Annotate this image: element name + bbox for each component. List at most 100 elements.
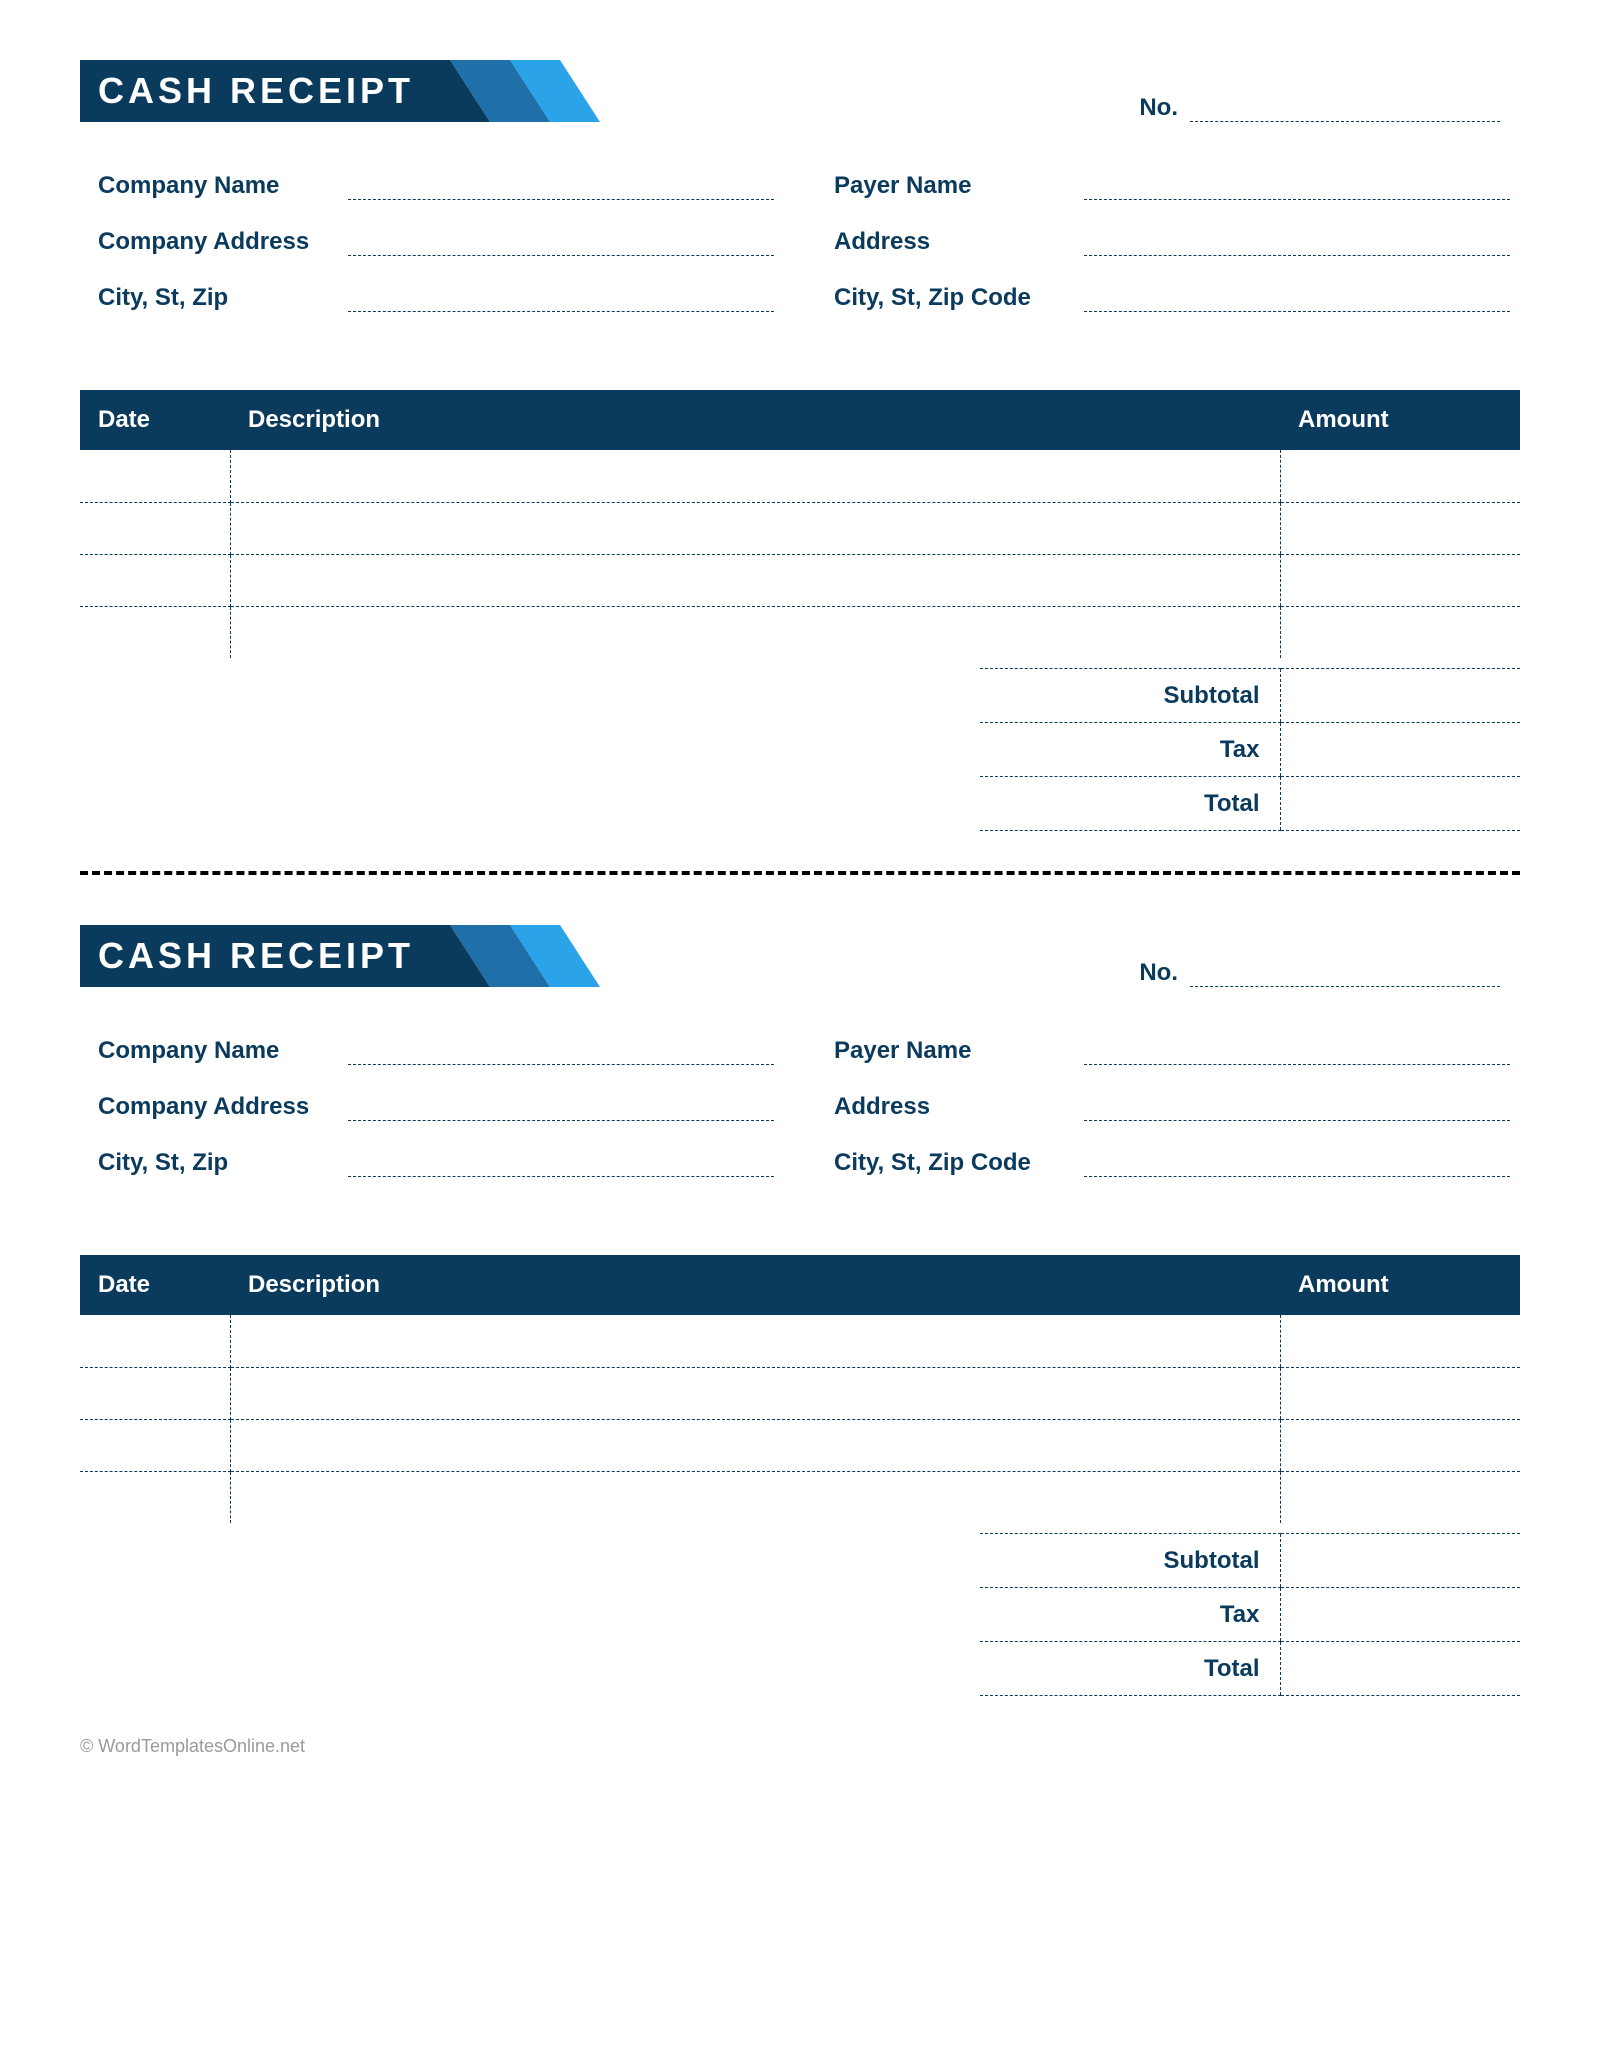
cell-description[interactable] bbox=[230, 1367, 1280, 1419]
number-label: No. bbox=[1139, 94, 1178, 122]
cell-amount[interactable] bbox=[1280, 554, 1520, 606]
subtotal-value[interactable] bbox=[1280, 1534, 1520, 1588]
cell-amount[interactable] bbox=[1280, 1471, 1520, 1523]
divider bbox=[80, 871, 1520, 875]
tax-label: Tax bbox=[980, 1588, 1280, 1642]
col-header-description: Description bbox=[230, 1255, 1280, 1315]
receipt-top: CASH RECEIPT No. Company Name Company Ad… bbox=[80, 60, 1520, 831]
tax-value[interactable] bbox=[1280, 723, 1520, 777]
payer-address-row: Address bbox=[834, 1093, 1510, 1121]
payer-city-row: City, St, Zip Code bbox=[834, 284, 1510, 312]
subtotal-label: Subtotal bbox=[980, 669, 1280, 723]
payer-city-field[interactable] bbox=[1084, 1155, 1510, 1177]
totals-table: Subtotal Tax Total bbox=[980, 668, 1520, 831]
company-address-label: Company Address bbox=[98, 1093, 328, 1121]
items-table: Date Description Amount bbox=[80, 390, 1520, 658]
total-label: Total bbox=[980, 777, 1280, 831]
receipt-number-block: No. bbox=[1139, 959, 1500, 987]
cell-date[interactable] bbox=[80, 1367, 230, 1419]
company-city-field[interactable] bbox=[348, 1155, 774, 1177]
company-column: Company Name Company Address City, St, Z… bbox=[98, 1037, 774, 1205]
company-name-field[interactable] bbox=[348, 1043, 774, 1065]
table-row bbox=[80, 1367, 1520, 1419]
company-name-field[interactable] bbox=[348, 178, 774, 200]
col-header-amount: Amount bbox=[1280, 1255, 1520, 1315]
cell-date[interactable] bbox=[80, 606, 230, 658]
company-address-row: Company Address bbox=[98, 1093, 774, 1121]
payer-name-label: Payer Name bbox=[834, 1037, 1064, 1065]
cell-date[interactable] bbox=[80, 554, 230, 606]
subtotal-row: Subtotal bbox=[980, 1534, 1520, 1588]
payer-city-label: City, St, Zip Code bbox=[834, 284, 1064, 312]
tax-value[interactable] bbox=[1280, 1588, 1520, 1642]
company-city-row: City, St, Zip bbox=[98, 1149, 774, 1177]
receipt-bottom: CASH RECEIPT No. Company Name Company Ad… bbox=[80, 925, 1520, 1696]
cell-date[interactable] bbox=[80, 502, 230, 554]
number-input-line[interactable] bbox=[1190, 100, 1500, 122]
footer-credit: © WordTemplatesOnline.net bbox=[80, 1736, 1520, 1757]
table-row bbox=[80, 1315, 1520, 1367]
table-row bbox=[80, 554, 1520, 606]
cell-date[interactable] bbox=[80, 1419, 230, 1471]
payer-name-row: Payer Name bbox=[834, 1037, 1510, 1065]
company-address-field[interactable] bbox=[348, 1099, 774, 1121]
payer-column: Payer Name Address City, St, Zip Code bbox=[834, 1037, 1510, 1205]
col-header-date: Date bbox=[80, 1255, 230, 1315]
total-value[interactable] bbox=[1280, 1642, 1520, 1696]
col-header-date: Date bbox=[80, 390, 230, 450]
cell-description[interactable] bbox=[230, 450, 1280, 502]
cell-description[interactable] bbox=[230, 1315, 1280, 1367]
cell-amount[interactable] bbox=[1280, 1315, 1520, 1367]
payer-city-field[interactable] bbox=[1084, 290, 1510, 312]
cell-amount[interactable] bbox=[1280, 1419, 1520, 1471]
items-table: Date Description Amount bbox=[80, 1255, 1520, 1523]
cell-date[interactable] bbox=[80, 1315, 230, 1367]
info-grid: Company Name Company Address City, St, Z… bbox=[80, 172, 1520, 340]
header-row: CASH RECEIPT No. bbox=[80, 60, 1520, 122]
cell-amount[interactable] bbox=[1280, 1367, 1520, 1419]
company-city-label: City, St, Zip bbox=[98, 284, 328, 312]
receipt-title: CASH RECEIPT bbox=[98, 60, 414, 122]
company-address-label: Company Address bbox=[98, 228, 328, 256]
cell-description[interactable] bbox=[230, 1419, 1280, 1471]
company-address-field[interactable] bbox=[348, 234, 774, 256]
total-value[interactable] bbox=[1280, 777, 1520, 831]
company-name-label: Company Name bbox=[98, 172, 328, 200]
receipt-title: CASH RECEIPT bbox=[98, 925, 414, 987]
title-banner: CASH RECEIPT bbox=[80, 925, 600, 987]
table-row bbox=[80, 606, 1520, 658]
cell-description[interactable] bbox=[230, 606, 1280, 658]
payer-city-row: City, St, Zip Code bbox=[834, 1149, 1510, 1177]
total-row: Total bbox=[980, 1642, 1520, 1696]
cell-date[interactable] bbox=[80, 450, 230, 502]
subtotal-row: Subtotal bbox=[980, 669, 1520, 723]
subtotal-value[interactable] bbox=[1280, 669, 1520, 723]
cell-amount[interactable] bbox=[1280, 606, 1520, 658]
company-name-row: Company Name bbox=[98, 172, 774, 200]
cell-description[interactable] bbox=[230, 502, 1280, 554]
payer-name-field[interactable] bbox=[1084, 1043, 1510, 1065]
cell-description[interactable] bbox=[230, 554, 1280, 606]
col-header-description: Description bbox=[230, 390, 1280, 450]
total-label: Total bbox=[980, 1642, 1280, 1696]
cell-date[interactable] bbox=[80, 1471, 230, 1523]
table-row bbox=[80, 1419, 1520, 1471]
payer-address-label: Address bbox=[834, 1093, 1064, 1121]
cell-amount[interactable] bbox=[1280, 502, 1520, 554]
company-city-row: City, St, Zip bbox=[98, 284, 774, 312]
cell-amount[interactable] bbox=[1280, 450, 1520, 502]
table-row bbox=[80, 450, 1520, 502]
payer-address-field[interactable] bbox=[1084, 234, 1510, 256]
tax-label: Tax bbox=[980, 723, 1280, 777]
company-city-field[interactable] bbox=[348, 290, 774, 312]
company-name-label: Company Name bbox=[98, 1037, 328, 1065]
company-name-row: Company Name bbox=[98, 1037, 774, 1065]
payer-address-label: Address bbox=[834, 228, 1064, 256]
table-row bbox=[80, 1471, 1520, 1523]
payer-name-field[interactable] bbox=[1084, 178, 1510, 200]
payer-address-field[interactable] bbox=[1084, 1099, 1510, 1121]
receipt-number-block: No. bbox=[1139, 94, 1500, 122]
cell-description[interactable] bbox=[230, 1471, 1280, 1523]
col-header-amount: Amount bbox=[1280, 390, 1520, 450]
number-input-line[interactable] bbox=[1190, 965, 1500, 987]
